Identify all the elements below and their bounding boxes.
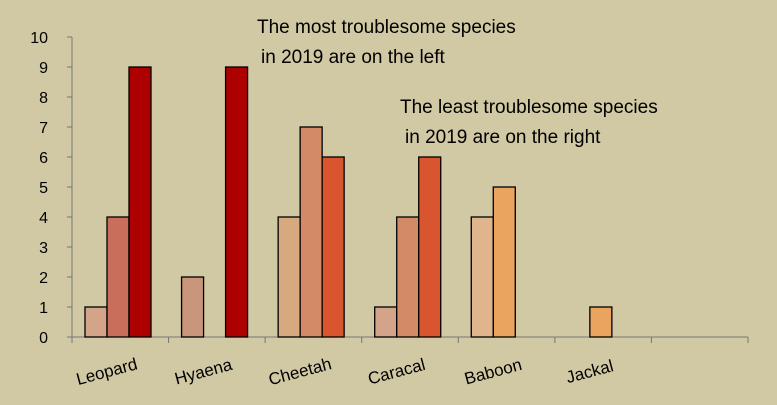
x-tick-label-baboon: Baboon (462, 355, 524, 389)
bar-caracal-3 (418, 156, 442, 338)
y-tick-label: 8 (39, 90, 48, 107)
y-tick-label: 6 (39, 150, 48, 167)
bar-cheetah-3 (321, 156, 345, 338)
bar-cheetah-1 (277, 216, 301, 338)
y-tick-label: 2 (39, 270, 48, 287)
x-tick-label-jackal: Jackal (564, 356, 615, 387)
x-tick-label-cheetah: Cheetah (267, 354, 334, 389)
bar-baboon-1 (470, 216, 494, 338)
bar-leopard-2 (106, 216, 130, 338)
bar-leopard-1 (84, 306, 108, 338)
y-tick-label: 1 (39, 300, 48, 317)
x-axis-labels: Leopard Hyaena Cheetah Caracal Baboon Jackal (74, 354, 615, 389)
y-tick-label: 10 (30, 30, 48, 47)
bar-caracal-1 (374, 306, 398, 338)
y-axis: 0 1 2 3 4 5 6 7 8 9 10 (30, 30, 73, 347)
bars (84, 66, 613, 338)
x-tick-label-hyaena: Hyaena (173, 355, 235, 389)
y-tick-label: 7 (39, 120, 48, 137)
y-tick-label: 4 (39, 210, 48, 227)
y-tick-label: 0 (39, 330, 48, 347)
bar-jackal-2 (589, 306, 613, 338)
y-tick-label: 9 (39, 60, 48, 77)
bar-hyaena-1 (180, 276, 205, 338)
y-tick-label: 3 (39, 240, 48, 257)
bar-cheetah-2 (299, 126, 323, 338)
annotation-least-line1: The least troublesome species (400, 97, 658, 118)
bar-caracal-2 (396, 216, 420, 338)
annotation-least-line2: in 2019 are on the right (405, 127, 601, 148)
bar-hyaena-3 (224, 66, 249, 338)
bar-baboon-2 (492, 186, 516, 338)
annotation-most-line1: The most troublesome species (257, 17, 516, 38)
annotation-most-line2: in 2019 are on the left (261, 47, 446, 68)
x-tick-label-leopard: Leopard (74, 354, 139, 389)
bar-leopard-3 (128, 66, 152, 338)
y-tick-label: 5 (39, 180, 48, 197)
x-axis (71, 336, 749, 343)
x-tick-label-caracal: Caracal (366, 355, 428, 389)
